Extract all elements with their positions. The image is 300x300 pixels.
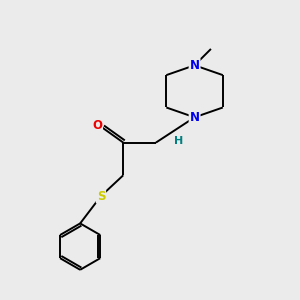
Text: O: O <box>92 119 102 132</box>
Text: N: N <box>190 111 200 124</box>
Text: S: S <box>97 190 105 202</box>
Text: H: H <box>174 136 183 146</box>
Text: N: N <box>190 59 200 72</box>
